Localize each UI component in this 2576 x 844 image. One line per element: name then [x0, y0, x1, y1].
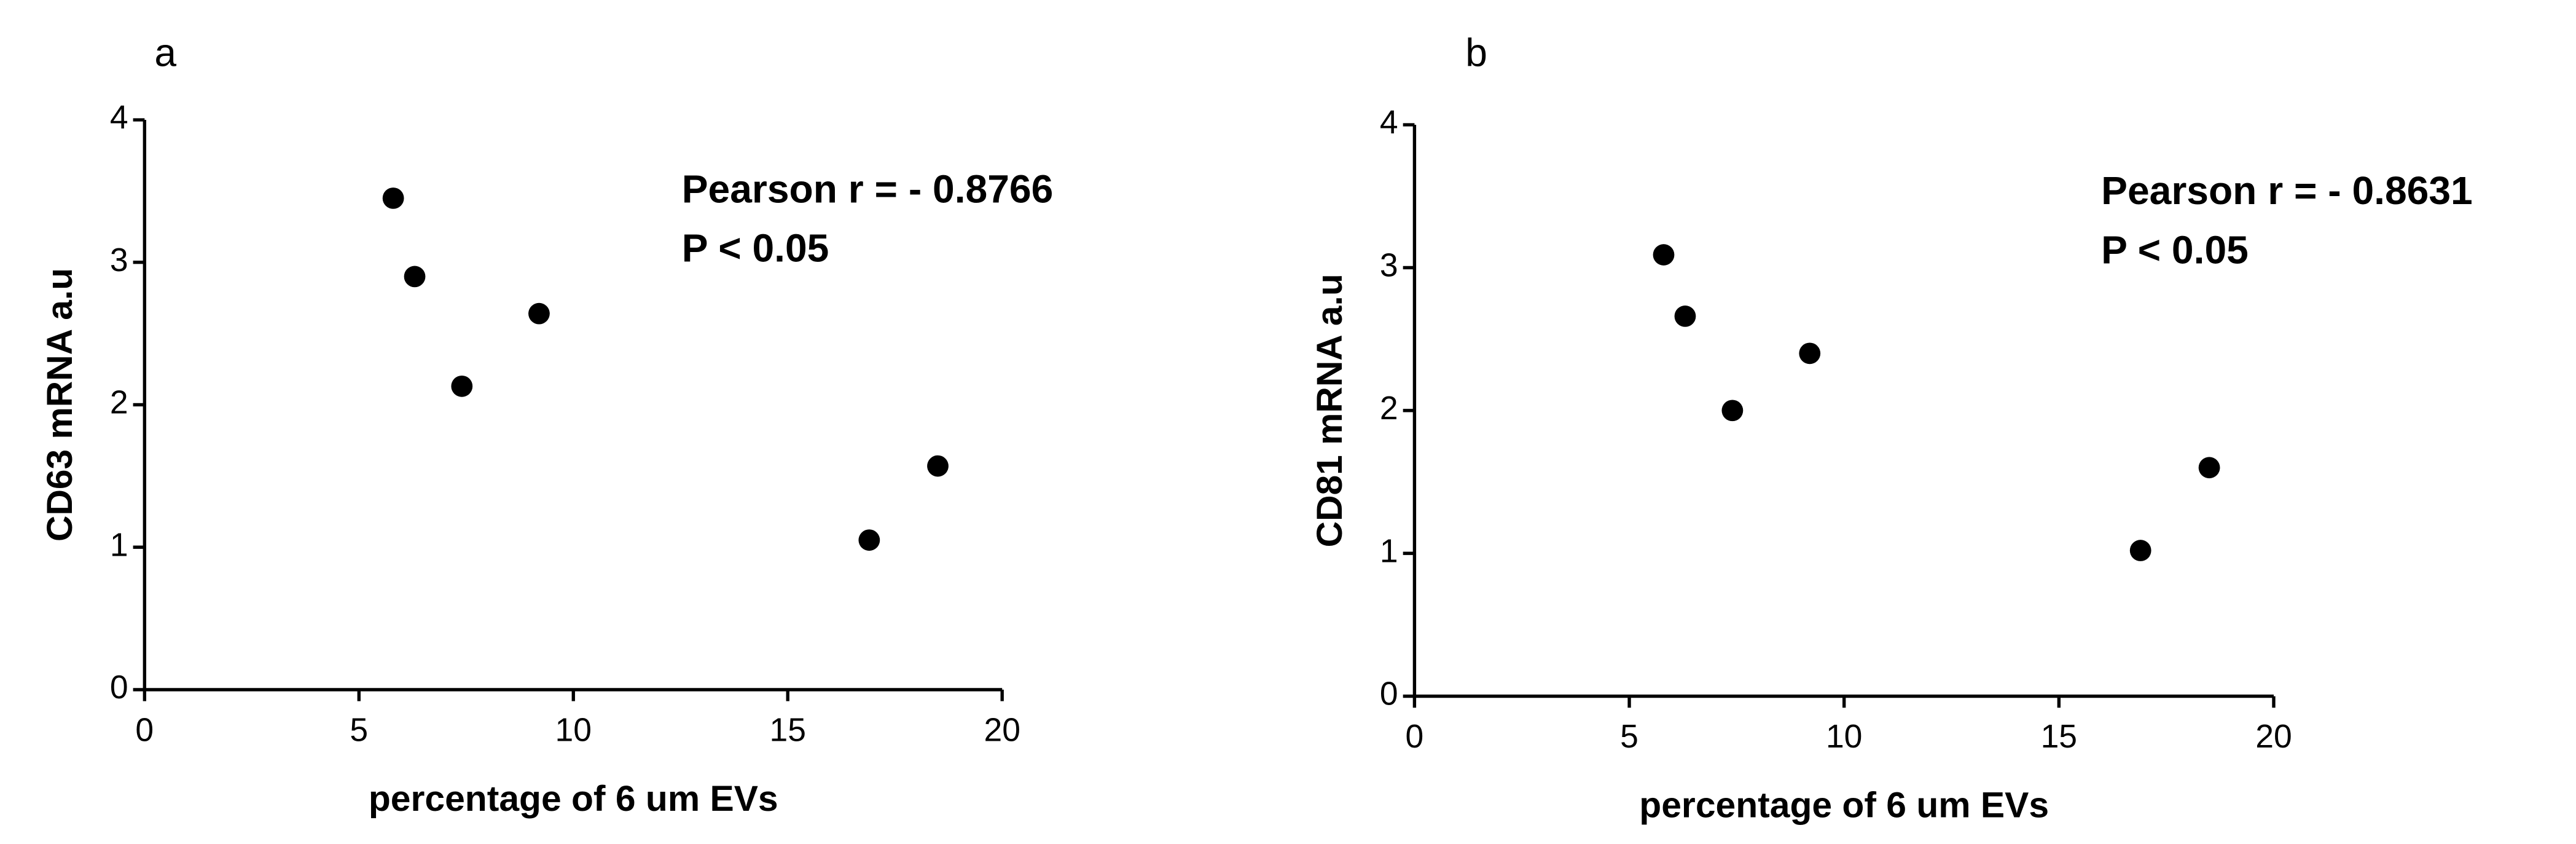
- annotation: Pearson r = - 0.8766: [682, 167, 1054, 211]
- annotation: P < 0.05: [682, 226, 829, 270]
- x-tick-label: 15: [2041, 719, 2077, 755]
- data-point: [1674, 306, 1696, 327]
- x-tick-label: 5: [1620, 719, 1638, 755]
- data-point: [927, 455, 949, 477]
- annotation: Pearson r = - 0.8631: [2101, 168, 2473, 213]
- x-tick-label: 0: [1406, 719, 1424, 755]
- data-point: [1653, 244, 1675, 266]
- x-tick-label: 20: [984, 712, 1020, 749]
- y-axis-label: CD81 mRNA a.u: [1310, 274, 1350, 547]
- data-point: [404, 266, 426, 288]
- data-point: [2198, 457, 2220, 479]
- x-tick-label: 15: [769, 712, 805, 749]
- y-tick-label: 0: [1380, 676, 1398, 712]
- y-tick-label: 2: [1380, 390, 1398, 427]
- y-axis-label: CD63 mRNA a.u: [40, 268, 80, 542]
- annotation: P < 0.05: [2101, 227, 2249, 272]
- panel-label: a: [154, 31, 176, 75]
- y-tick-label: 4: [110, 100, 128, 136]
- data-point: [2129, 540, 2151, 561]
- y-tick-label: 1: [1380, 533, 1398, 569]
- y-tick-label: 3: [110, 242, 128, 278]
- data-point: [1799, 342, 1821, 365]
- x-axis-label: percentage of 6 um EVs: [1639, 786, 2049, 826]
- x-tick-label: 5: [350, 712, 368, 749]
- y-tick-label: 1: [110, 527, 128, 563]
- x-tick-label: 20: [2255, 719, 2292, 755]
- data-point: [1721, 400, 1744, 422]
- panel-label: b: [1465, 31, 1487, 75]
- data-point: [858, 529, 880, 551]
- data-point: [382, 187, 404, 209]
- x-tick-label: 10: [1826, 719, 1862, 755]
- x-tick-label: 0: [135, 712, 154, 749]
- data-point: [528, 302, 550, 325]
- x-tick-label: 10: [555, 712, 592, 749]
- x-axis-label: percentage of 6 um EVs: [369, 779, 778, 819]
- y-tick-label: 4: [1380, 105, 1398, 141]
- y-tick-label: 2: [110, 385, 128, 421]
- data-point: [451, 375, 473, 397]
- y-tick-label: 3: [1380, 248, 1398, 284]
- y-tick-label: 0: [110, 669, 128, 706]
